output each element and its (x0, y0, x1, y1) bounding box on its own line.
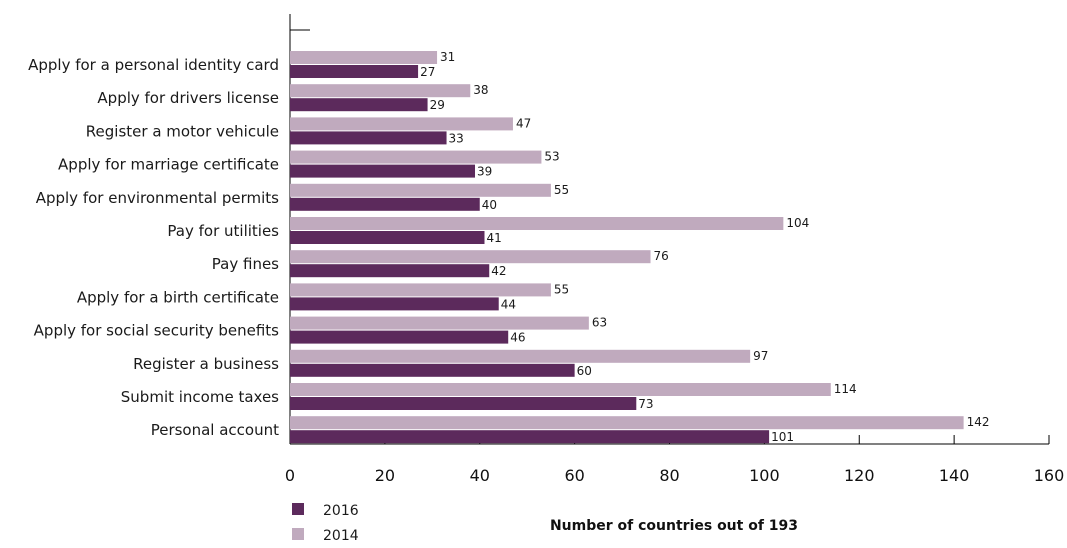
bar-2016 (290, 65, 419, 78)
data-label-2014: 76 (654, 249, 669, 263)
data-label-2016: 33 (449, 131, 464, 145)
legend-swatch-2016 (292, 503, 304, 515)
category-labels-group: Apply for a personal identity card Apply … (28, 56, 279, 439)
bar-2016 (290, 164, 476, 178)
bar-2014 (290, 84, 471, 98)
x-tick-label: 40 (470, 466, 490, 485)
data-label-2014: 97 (753, 349, 768, 363)
x-tick-label: 80 (659, 466, 679, 485)
bar-2016 (290, 330, 509, 344)
category-label: Personal account (151, 421, 279, 439)
category-label: Submit income taxes (121, 388, 279, 406)
bar-2014 (290, 416, 964, 430)
bar-2016 (290, 231, 485, 244)
category-label: Apply for drivers license (97, 89, 279, 107)
bar-2016 (290, 98, 428, 112)
data-label-2016: 60 (577, 364, 592, 378)
legend-swatch-2014 (292, 528, 304, 540)
category-label: Register a motor vehicule (86, 122, 279, 140)
category-label: Apply for a personal identity card (28, 56, 279, 74)
bar-2014 (290, 150, 542, 164)
legend-label-2014: 2014 (323, 528, 359, 544)
bars-group (290, 51, 964, 444)
data-label-2014: 63 (592, 316, 607, 330)
x-axis-title: Number of countries out of 193 (550, 518, 798, 534)
category-label: Apply for social security benefits (34, 322, 280, 340)
bar-2014 (290, 117, 513, 131)
x-tick-label: 0 (285, 466, 295, 485)
data-label-2016: 39 (477, 165, 492, 179)
bar-2014 (290, 283, 551, 297)
data-label-2014: 31 (440, 50, 455, 64)
bar-2014 (290, 183, 551, 197)
data-label-2016: 73 (638, 397, 653, 411)
legend-label-2016: 2016 (323, 503, 359, 519)
data-label-2016: 29 (430, 98, 445, 112)
data-label-2014: 55 (554, 282, 569, 296)
data-label-2016: 27 (420, 65, 435, 79)
data-label-2014: 114 (834, 382, 857, 396)
data-labels-group: 31 27 38 29 47 33 53 39 55 40 104 41 76 42 55 44 63 46 97 6… (420, 50, 989, 444)
category-label: Pay fines (212, 255, 279, 273)
x-tick-label: 100 (749, 466, 780, 485)
bar-2016 (290, 430, 770, 444)
x-tick-label: 120 (844, 466, 875, 485)
data-label-2014: 142 (967, 415, 990, 429)
x-tick-label: 60 (564, 466, 584, 485)
bar-2014 (290, 250, 651, 264)
bar-2016 (290, 197, 480, 211)
category-label: Apply for a birth certificate (77, 288, 279, 306)
category-label: Register a business (133, 355, 279, 373)
legend: 2016 2014 (292, 503, 359, 544)
bar-2016 (290, 297, 499, 311)
data-label-2014: 55 (554, 183, 569, 197)
data-label-2014: 38 (473, 83, 488, 97)
bar-2014 (290, 316, 589, 330)
data-label-2016: 101 (771, 430, 794, 444)
tick-labels-group: 0 20 40 60 80 100 120 140 160 (285, 466, 1064, 485)
x-tick-label: 160 (1034, 466, 1065, 485)
bar-2014 (290, 349, 751, 363)
data-label-2016: 44 (501, 297, 516, 311)
data-label-2016: 41 (486, 231, 501, 245)
bar-2016 (290, 397, 637, 410)
data-label-2014: 104 (786, 216, 809, 230)
data-label-2014: 53 (544, 150, 559, 164)
bar-2016 (290, 131, 447, 145)
bar-2014 (290, 383, 831, 396)
category-label: Apply for environmental permits (36, 189, 279, 207)
x-tick-label: 140 (939, 466, 970, 485)
bar-2014 (290, 217, 784, 230)
data-label-2016: 46 (510, 331, 525, 345)
bar-2016 (290, 264, 490, 278)
data-label-2016: 40 (482, 198, 497, 212)
category-label: Apply for marriage certificate (58, 156, 279, 174)
bar-2016 (290, 363, 575, 377)
data-label-2014: 47 (516, 116, 531, 130)
bar-2014 (290, 51, 438, 64)
category-label: Pay for utilities (167, 222, 279, 240)
data-label-2016: 42 (491, 264, 506, 278)
x-tick-label: 20 (375, 466, 395, 485)
